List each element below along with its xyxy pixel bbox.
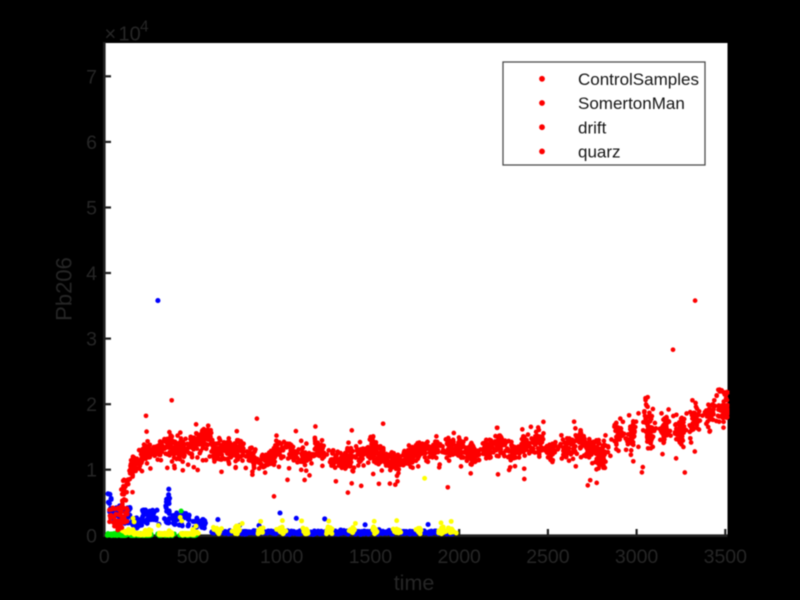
svg-text:10: 10: [119, 24, 141, 46]
svg-text:quarz: quarz: [578, 143, 621, 162]
svg-text:SomertonMan: SomertonMan: [578, 94, 685, 113]
svg-text:4: 4: [140, 19, 149, 36]
svg-text:1500: 1500: [349, 546, 393, 568]
svg-text:Pb206: Pb206: [52, 257, 77, 321]
svg-text:2: 2: [86, 394, 97, 416]
svg-text:×: ×: [105, 24, 117, 46]
svg-text:1000: 1000: [260, 546, 304, 568]
svg-text:3000: 3000: [615, 546, 659, 568]
svg-text:3: 3: [86, 329, 97, 351]
svg-text:0: 0: [99, 546, 110, 568]
svg-text:drift: drift: [578, 118, 607, 137]
svg-text:7: 7: [86, 66, 97, 88]
svg-text:6: 6: [86, 132, 97, 154]
svg-text:4: 4: [86, 263, 97, 285]
svg-text:time: time: [394, 571, 435, 595]
svg-text:500: 500: [177, 546, 210, 568]
svg-text:0: 0: [86, 525, 97, 547]
svg-text:2500: 2500: [526, 546, 570, 568]
svg-text:2000: 2000: [438, 546, 482, 568]
svg-text:1: 1: [86, 460, 97, 482]
svg-text:3500: 3500: [704, 546, 748, 568]
svg-text:ControlSamples: ControlSamples: [578, 70, 699, 89]
svg-text:5: 5: [86, 198, 97, 220]
